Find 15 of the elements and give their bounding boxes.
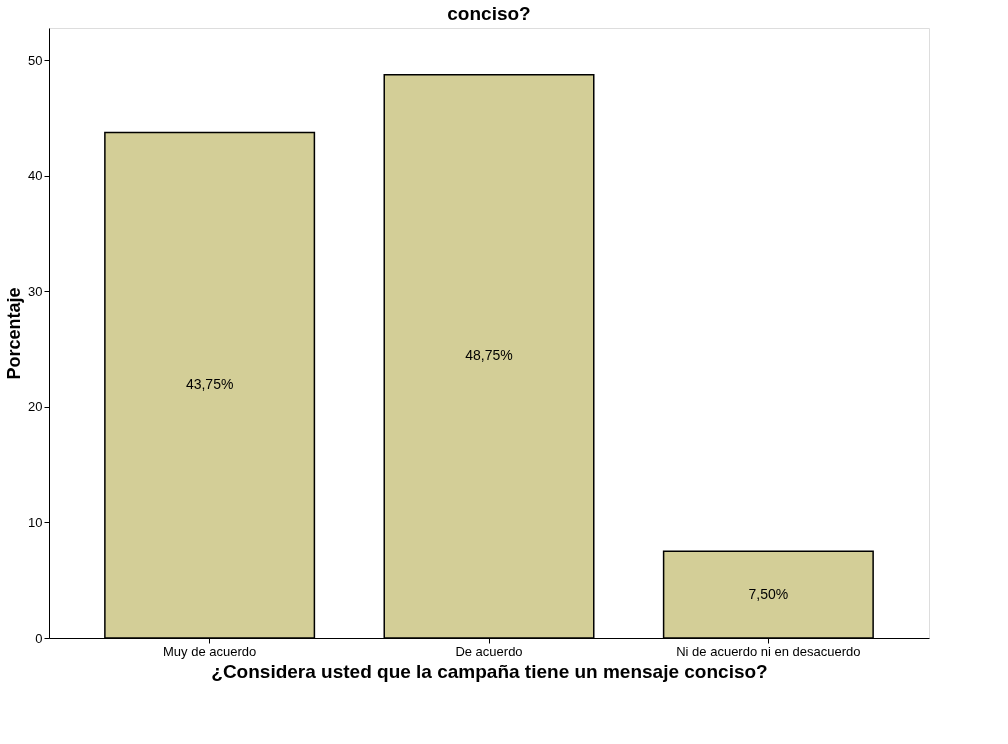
y-tick-label: 30	[28, 283, 43, 299]
data-label: 43,75%	[185, 376, 234, 393]
chart-title: conciso?	[447, 3, 531, 24]
y-axis-title: Porcentaje	[4, 287, 25, 380]
x-tick-label: De acuerdo	[455, 643, 523, 659]
x-tick-label: Ni de acuerdo ni en desacuerdo	[676, 643, 861, 659]
x-tick-label: Muy de acuerdo	[163, 643, 257, 659]
data-label: 48,75%	[465, 347, 513, 364]
y-tick-label: 40	[28, 168, 43, 184]
y-tick-label: 20	[28, 399, 43, 415]
data-label: 7,50%	[748, 585, 789, 602]
y-tick-label: 0	[35, 630, 43, 646]
y-tick-label: 50	[28, 52, 43, 68]
x-axis-title: ¿Considera usted que la campaña tiene un mensaje conciso?	[211, 660, 768, 682]
y-tick-label: 10	[28, 514, 43, 530]
